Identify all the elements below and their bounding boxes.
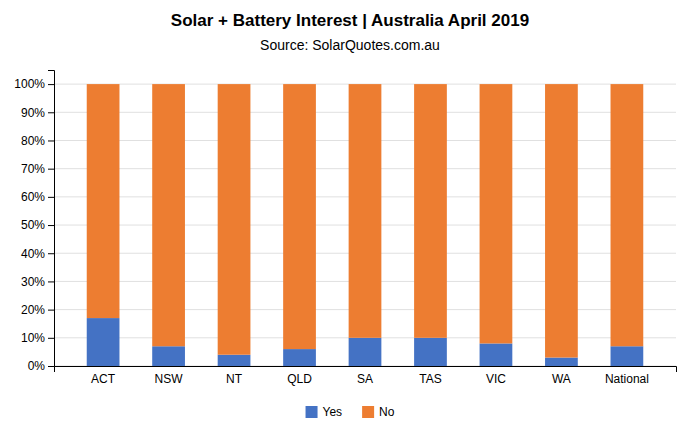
bar bbox=[218, 84, 251, 355]
y-axis-line bbox=[48, 71, 55, 367]
y-tick-mark bbox=[48, 225, 54, 226]
title: Solar + Battery Interest | Australia Apr… bbox=[171, 11, 529, 30]
bar bbox=[152, 84, 185, 346]
y-tick: 30% bbox=[21, 275, 54, 289]
x-tick-label: National bbox=[605, 372, 649, 386]
y-tick-label: 0% bbox=[28, 359, 46, 373]
y-tick: 100% bbox=[14, 77, 54, 91]
x-tick: National bbox=[605, 372, 649, 386]
y-tick-label: 90% bbox=[21, 106, 45, 120]
bar bbox=[349, 338, 382, 366]
x-tick: ACT bbox=[91, 372, 116, 386]
legend-label: No bbox=[379, 405, 395, 419]
x-tick-label: TAS bbox=[419, 372, 441, 386]
y-tick-mark bbox=[48, 112, 54, 113]
bar bbox=[349, 84, 382, 338]
x-tick-label: WA bbox=[552, 372, 571, 386]
bar bbox=[87, 84, 120, 318]
y-tick-label: 100% bbox=[14, 77, 45, 91]
y-tick: 0% bbox=[28, 359, 54, 373]
legend-item: Yes bbox=[306, 405, 343, 419]
y-tick-label: 30% bbox=[21, 275, 45, 289]
y-tick-label: 60% bbox=[21, 190, 45, 204]
legend-swatch bbox=[306, 406, 318, 418]
y-tick: 90% bbox=[21, 106, 54, 120]
y-tick-label: 10% bbox=[21, 331, 45, 345]
x-tick-label: NT bbox=[226, 372, 243, 386]
legend-item: No bbox=[362, 405, 395, 419]
bar bbox=[545, 84, 578, 357]
legend-label: Yes bbox=[323, 405, 343, 419]
y-tick: 10% bbox=[21, 331, 54, 345]
y-tick-label: 40% bbox=[21, 247, 45, 261]
bar bbox=[152, 346, 185, 366]
plot: 0% 10% 20% 30% 40% 50% 60% 70% 80% 90% 100% ACT NSW N… bbox=[14, 71, 676, 386]
y-tick: 80% bbox=[21, 134, 54, 148]
y-tick-mark bbox=[48, 253, 54, 254]
series-1 bbox=[87, 84, 644, 357]
y-tick: 20% bbox=[21, 303, 54, 317]
bar bbox=[545, 358, 578, 366]
y-tick: 60% bbox=[21, 190, 54, 204]
y-tick: 70% bbox=[21, 162, 54, 176]
bar bbox=[480, 84, 513, 343]
legend-swatch bbox=[362, 406, 374, 418]
subtitle: Source: SolarQuotes.com.au bbox=[260, 37, 440, 53]
legend: Yes No bbox=[306, 405, 395, 419]
bar bbox=[480, 343, 513, 366]
y-tick-label: 50% bbox=[21, 218, 45, 232]
y-tick-mark bbox=[48, 281, 54, 282]
bars bbox=[87, 84, 644, 366]
x-tick-label: QLD bbox=[287, 372, 312, 386]
x-tick-label: SA bbox=[357, 372, 373, 386]
x-tick: SA bbox=[357, 372, 373, 386]
x-tick-label: ACT bbox=[91, 372, 116, 386]
x-tick: WA bbox=[552, 372, 571, 386]
y-tick-label: 70% bbox=[21, 162, 45, 176]
x-axis: ACT NSW NT QLD SA TAS VIC WA National bbox=[55, 367, 677, 386]
bar bbox=[611, 346, 644, 366]
y-tick-mark bbox=[48, 197, 54, 198]
y-tick-mark bbox=[48, 169, 54, 170]
y-tick-label: 20% bbox=[21, 303, 45, 317]
y-tick-label: 80% bbox=[21, 134, 45, 148]
x-tick-label: NSW bbox=[155, 372, 184, 386]
bar bbox=[414, 84, 447, 338]
x-tick: QLD bbox=[287, 372, 312, 386]
y-tick: 40% bbox=[21, 247, 54, 261]
bar bbox=[611, 84, 644, 346]
x-tick: NSW bbox=[155, 372, 184, 386]
grid bbox=[54, 84, 676, 366]
bar bbox=[283, 84, 316, 349]
y-tick-mark bbox=[48, 338, 54, 339]
x-tick: NT bbox=[226, 372, 243, 386]
y-tick-mark bbox=[48, 310, 54, 311]
y-tick-mark bbox=[48, 140, 54, 141]
bar bbox=[414, 338, 447, 366]
y-tick: 50% bbox=[21, 218, 54, 232]
bar bbox=[283, 349, 316, 366]
bar bbox=[87, 318, 120, 366]
y-tick-mark bbox=[48, 84, 54, 85]
y-tick-mark bbox=[48, 366, 54, 367]
bar bbox=[218, 355, 251, 366]
chart: Solar + Battery Interest | Australia Apr… bbox=[0, 0, 700, 438]
x-tick: VIC bbox=[486, 372, 506, 386]
y-axis: 0% 10% 20% 30% 40% 50% 60% 70% 80% 90% 100% bbox=[14, 71, 54, 374]
x-tick: TAS bbox=[419, 372, 441, 386]
x-tick-label: VIC bbox=[486, 372, 506, 386]
